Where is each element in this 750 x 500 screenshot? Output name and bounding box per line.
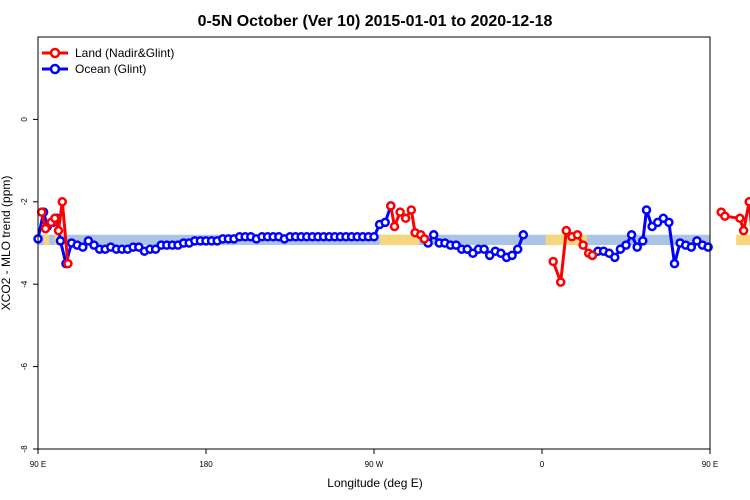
x-tick-label: 0 [540,460,545,469]
legend-label: Ocean (Glint) [75,62,146,76]
data-point [735,213,745,224]
data-point [720,211,730,221]
data-point [400,213,411,224]
data-point [686,242,697,252]
legend-swatch-marker [49,63,61,75]
series-layer [33,197,750,287]
legend-label: Land (Nadir&Glint) [75,46,174,60]
data-point [626,230,637,240]
data-point [744,197,750,207]
data-point [587,250,598,261]
data-point [669,258,680,269]
x-tick-label: 90 E [702,460,718,469]
data-point [621,240,631,250]
data-point [610,252,620,263]
data-point [548,256,558,267]
x-axis: 90 E 180 90 W 0 90 E [30,449,718,469]
legend-swatch-marker [49,47,61,59]
data-point [641,205,652,215]
data-point [507,250,517,261]
data-point [419,234,430,244]
data-point [738,225,749,236]
data-point [632,242,642,252]
data-point [518,230,529,240]
y-tick-label: -6 [20,362,29,370]
data-point [50,213,60,224]
data-point [57,197,68,207]
data-point [578,240,588,250]
data-point [555,277,566,287]
data-point [55,236,66,246]
data-point [406,205,417,215]
series-ocean [33,201,713,269]
data-point [512,244,523,254]
x-tick-label: 180 [199,460,213,469]
y-tick-label: -2 [20,198,29,206]
data-point [638,236,648,246]
band-land [736,234,750,246]
y-tick-label: 0 [20,117,29,122]
data-point [395,207,405,217]
y-axis-label: XCO2 - MLO trend (ppm) [0,176,13,311]
series-land [36,197,750,287]
data-point [389,221,400,232]
data-point [36,207,47,217]
band-land [379,234,419,246]
x-tick-label: 90 W [365,460,384,469]
data-point [479,244,489,254]
data-point [53,225,64,236]
data-point [664,217,674,228]
data-point [428,230,439,240]
data-point [40,223,51,234]
data-point [386,201,396,211]
data-point [380,217,390,228]
y-tick-label: -8 [20,445,29,453]
chart-title: 0-5N October (Ver 10) 2015-01-01 to 2020… [198,13,553,30]
x-axis-label: Longitude (deg E) [327,476,422,490]
data-point [703,242,713,252]
x-tick-label: 90 E [30,460,46,469]
band-land [43,234,50,246]
legend: Land (Nadir&Glint) Ocean (Glint) [42,46,174,76]
data-point [63,258,73,269]
y-axis: 0 -2 -4 -6 -8 [20,117,38,453]
data-point [572,230,583,240]
data-point [369,232,379,242]
data-point [561,225,572,236]
y-tick-label: -4 [20,280,29,288]
data-point [78,242,88,252]
